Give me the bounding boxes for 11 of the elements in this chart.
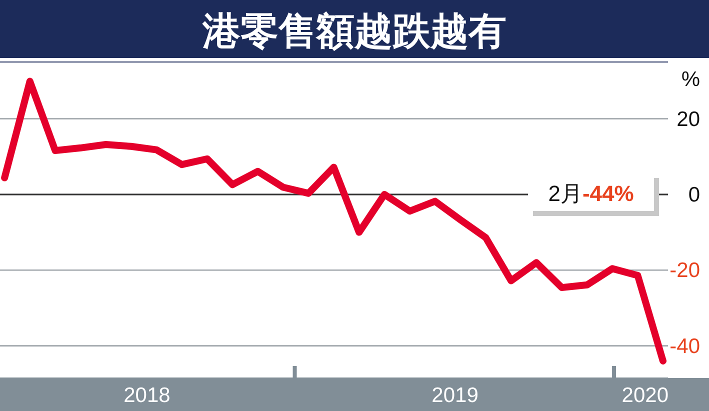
- y-tick-label: -40: [670, 334, 700, 358]
- chart-title: 港零售額越跌越有: [202, 11, 506, 53]
- y-tick-label: 0: [688, 183, 700, 206]
- annotation: -44%: [582, 181, 634, 206]
- x-tick-label: 2018: [124, 384, 170, 407]
- y-tick-label: -20: [670, 259, 700, 282]
- y-axis-title: %: [681, 68, 700, 91]
- annotation: 2月: [548, 181, 582, 206]
- y-tick-label: 20: [676, 108, 700, 131]
- x-tick-label: 2020: [622, 384, 669, 407]
- x-tick-label: 2019: [432, 384, 478, 407]
